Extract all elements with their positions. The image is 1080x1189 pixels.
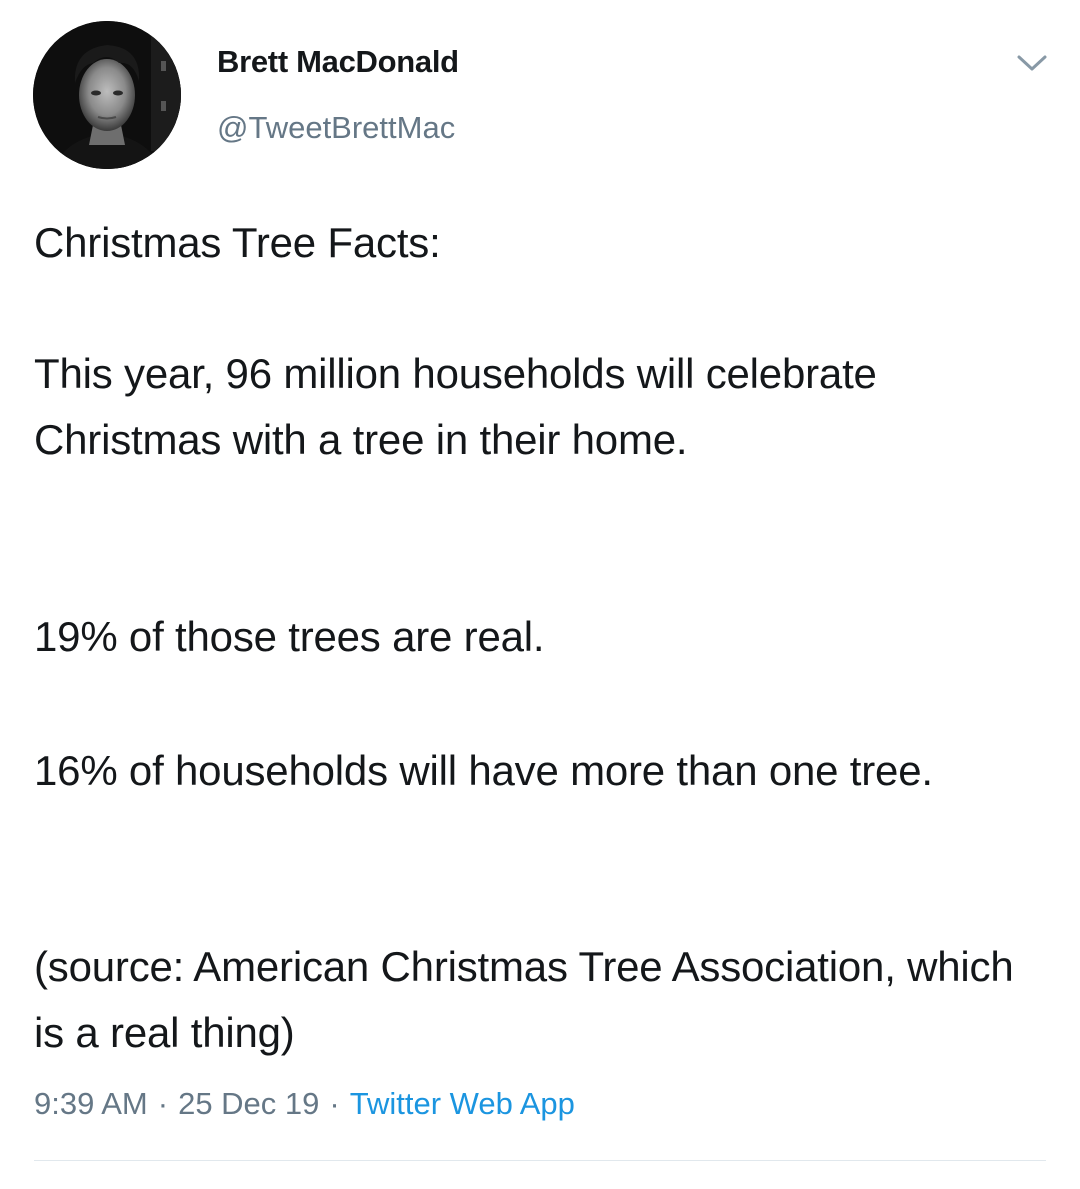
tweet-text-paragraph: Christmas Tree Facts: — [34, 219, 441, 266]
tweet-time[interactable]: 9:39 AM — [34, 1086, 148, 1121]
avatar-photo-icon — [33, 21, 181, 169]
tweet-text-paragraph: 19% of those trees are real. — [34, 613, 545, 660]
author-display-name[interactable]: Brett MacDonald — [217, 44, 459, 79]
tweet-text-paragraph: 16% of households will have more than on… — [34, 747, 933, 794]
divider — [34, 1160, 1046, 1161]
author-handle[interactable]: @TweetBrettMac — [217, 110, 456, 145]
tweet-text-paragraph: This year, 96 million households will ce… — [34, 350, 877, 463]
source-app-link[interactable]: Twitter Web App — [349, 1086, 575, 1121]
tweet-text-paragraph: (source: American Christmas Tree Associa… — [34, 943, 1014, 1056]
separator-dot: · — [157, 1086, 169, 1121]
tweet-date[interactable]: 25 Dec 19 — [178, 1086, 320, 1121]
chevron-down-icon[interactable] — [1014, 50, 1050, 76]
tweet-metadata: 9:39 AM · 25 Dec 19 · Twitter Web App — [34, 1086, 575, 1122]
avatar[interactable] — [33, 21, 181, 169]
separator-dot: · — [329, 1086, 340, 1121]
